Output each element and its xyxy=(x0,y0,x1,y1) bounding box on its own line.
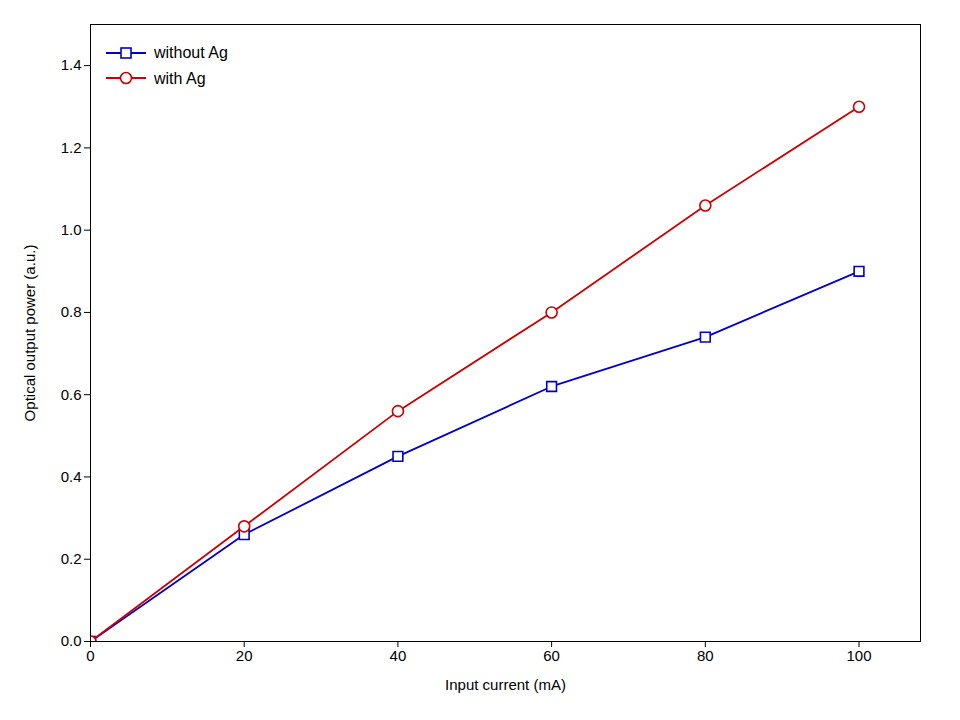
svg-text:0: 0 xyxy=(86,647,94,664)
svg-text:100: 100 xyxy=(847,647,872,664)
svg-text:20: 20 xyxy=(236,647,253,664)
svg-text:0.6: 0.6 xyxy=(61,386,82,403)
svg-text:Optical output power (a.u.): Optical output power (a.u.) xyxy=(21,245,38,422)
svg-text:60: 60 xyxy=(543,647,560,664)
svg-text:1.4: 1.4 xyxy=(61,56,82,73)
html-text:without Ag: without Ag xyxy=(154,44,228,61)
svg-text:0.8: 0.8 xyxy=(61,303,82,320)
svg-text:0.2: 0.2 xyxy=(61,550,82,567)
svg-text:40: 40 xyxy=(390,647,407,664)
svg-text:1.0: 1.0 xyxy=(61,221,82,238)
html-text:with Ag: with Ag xyxy=(154,69,206,87)
svg-text:80: 80 xyxy=(697,647,714,664)
svg-text:1.2: 1.2 xyxy=(61,139,82,156)
svg-text:0.4: 0.4 xyxy=(61,468,82,485)
svg-text:Input current (mA): Input current (mA) xyxy=(445,676,566,693)
svg-text:0.0: 0.0 xyxy=(61,632,82,649)
